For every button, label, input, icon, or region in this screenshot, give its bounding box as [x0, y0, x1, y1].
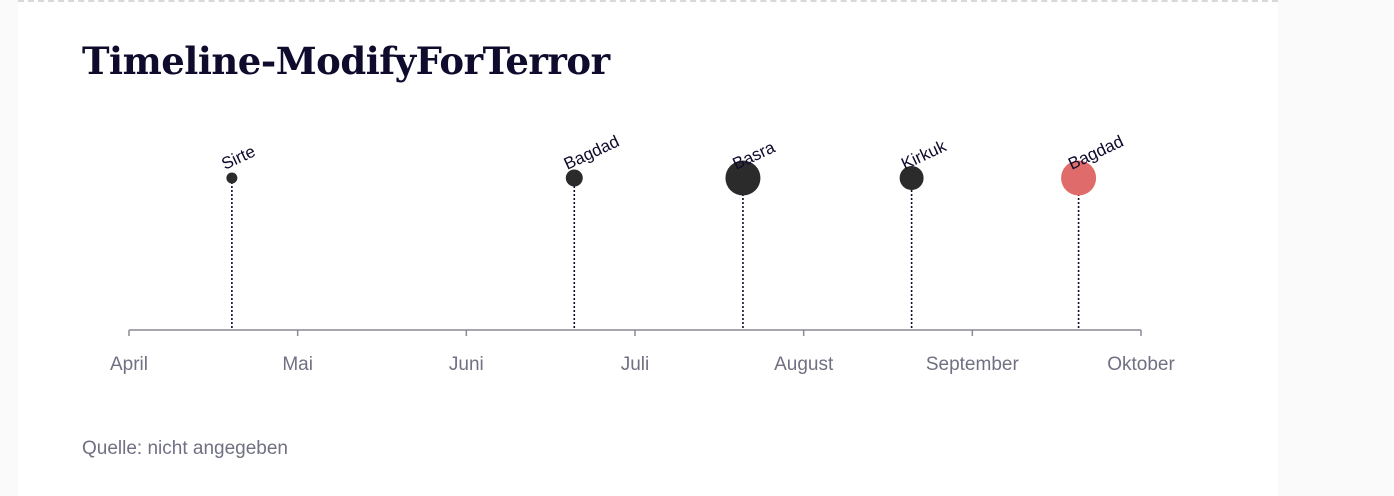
event-label: Bagdad [1065, 132, 1126, 174]
x-axis-tick-labels: April Mai Juni Juli August September Oktober [110, 354, 1175, 375]
event-label: Bagdad [561, 132, 622, 174]
event-dot [565, 169, 583, 187]
event-dot [725, 160, 761, 196]
x-tick-label: August [774, 354, 834, 375]
chart-panel [18, 0, 1278, 496]
event-stems [231, 178, 1080, 330]
event-dot [899, 166, 924, 190]
x-tick-label: Juni [449, 354, 484, 375]
event-label: Kirkuk [898, 136, 949, 173]
event-dots [226, 160, 1097, 196]
event-label: Sirte [219, 142, 259, 174]
event-labels: Sirte Bagdad Basra Kirkuk Bagdad [219, 132, 1127, 174]
x-tick-label: September [926, 354, 1020, 375]
x-tick-label: Oktober [1107, 354, 1175, 375]
x-tick-label: April [110, 354, 148, 375]
x-axis-ticks [128, 330, 1142, 336]
event-dot [226, 172, 238, 184]
x-tick-label: Juli [621, 354, 650, 375]
x-tick-label: Mai [282, 354, 313, 375]
event-dot [1061, 160, 1097, 196]
chart-title: Timeline-ModifyForTerror [82, 39, 610, 83]
source-note: Quelle: nicht angegeben [82, 438, 288, 459]
